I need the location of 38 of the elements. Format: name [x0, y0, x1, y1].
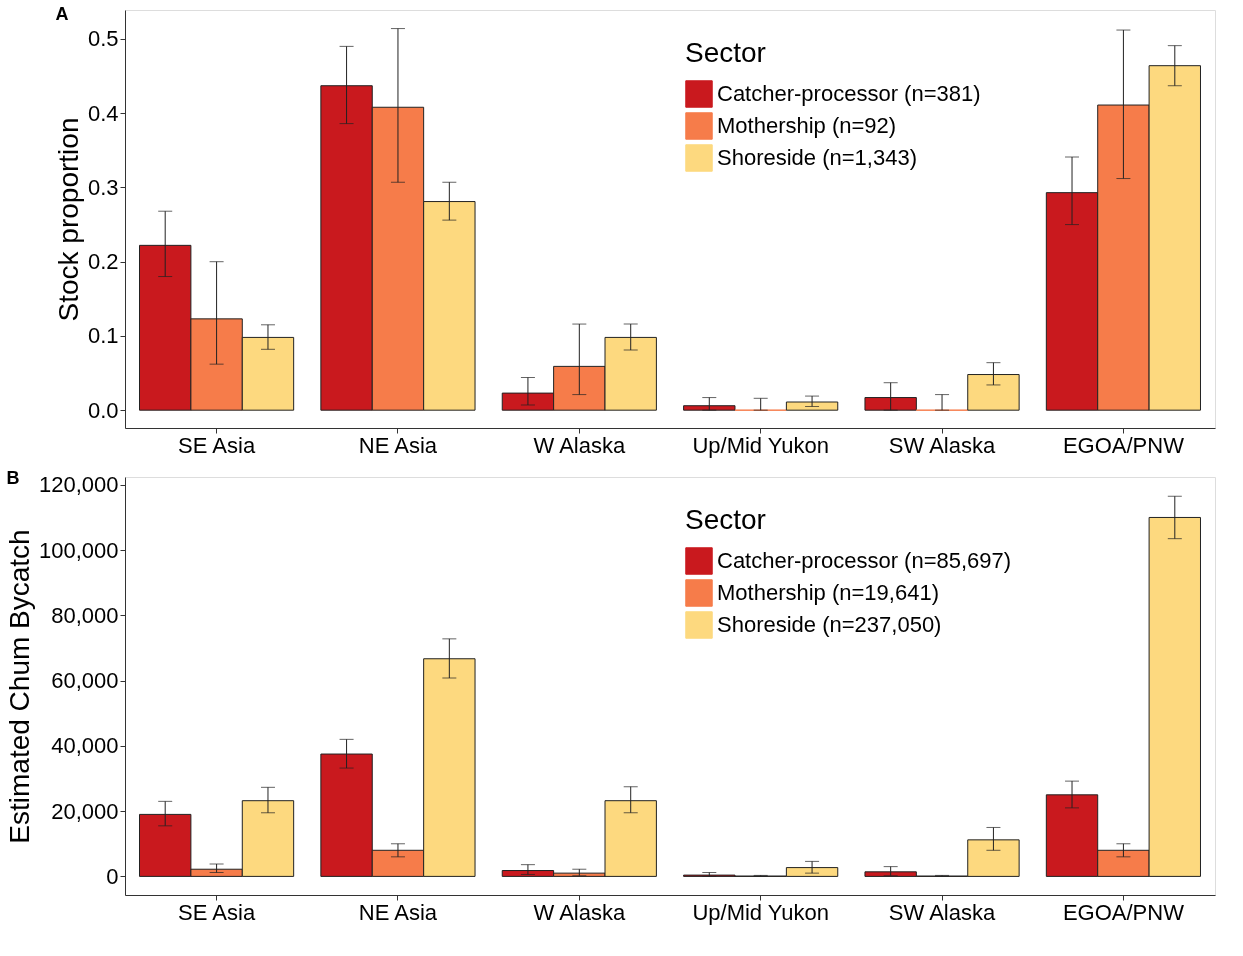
y-tick-label: 0.3	[87, 174, 119, 200]
y-tick-label: 0.2	[87, 249, 119, 275]
y-tick-label: 0.5	[87, 26, 119, 52]
x-tick-label: EGOA/PNW	[1062, 899, 1185, 925]
x-tick-label: NE Asia	[358, 899, 438, 925]
bar	[785, 401, 839, 411]
legend-label: Shoreside (n=237,050)	[717, 612, 942, 637]
y-tick-label: 40,000	[51, 733, 119, 759]
x-tick-label: SE Asia	[178, 432, 256, 458]
y-tick-label: 120,000	[38, 472, 119, 498]
x-tick-label: SE Asia	[178, 899, 256, 925]
x-tick-label: EGOA/PNW	[1062, 432, 1185, 458]
x-tick-label: W Alaska	[533, 432, 626, 458]
y-tick-label: 80,000	[51, 602, 119, 628]
chart-title: A	[55, 4, 69, 24]
y-tick-label: 0	[106, 863, 119, 889]
legend-title: Sector	[685, 504, 766, 535]
y-tick-label: 60,000	[51, 668, 119, 694]
legend-label: Catcher-processor (n=85,697)	[717, 548, 1012, 573]
y-tick-label: 0.0	[87, 397, 119, 423]
y-axis-title: Estimated Chum Bycatch	[3, 529, 35, 844]
legend-title: Sector	[685, 37, 766, 68]
x-tick-label: SW Alaska	[888, 432, 996, 458]
y-axis-title: Stock proportion	[52, 117, 84, 322]
chart-title: B	[6, 467, 20, 488]
legend-label: Mothership (n=92)	[717, 113, 897, 138]
x-tick-label: NE Asia	[358, 432, 438, 458]
x-tick-label: Up/Mid Yukon	[692, 432, 829, 458]
legend-label: Mothership (n=19,641)	[717, 580, 939, 605]
y-tick-label: 20,000	[51, 798, 119, 824]
x-tick-label: W Alaska	[533, 899, 626, 925]
x-tick-label: Up/Mid Yukon	[692, 899, 829, 925]
y-tick-label: 0.4	[87, 100, 119, 126]
y-tick-label: 0.1	[87, 323, 119, 349]
legend-label: Shoreside (n=1,343)	[717, 145, 917, 170]
x-tick-label: SW Alaska	[888, 899, 996, 925]
legend-label: Catcher-processor (n=381)	[717, 81, 981, 106]
y-tick-label: 100,000	[38, 537, 119, 563]
